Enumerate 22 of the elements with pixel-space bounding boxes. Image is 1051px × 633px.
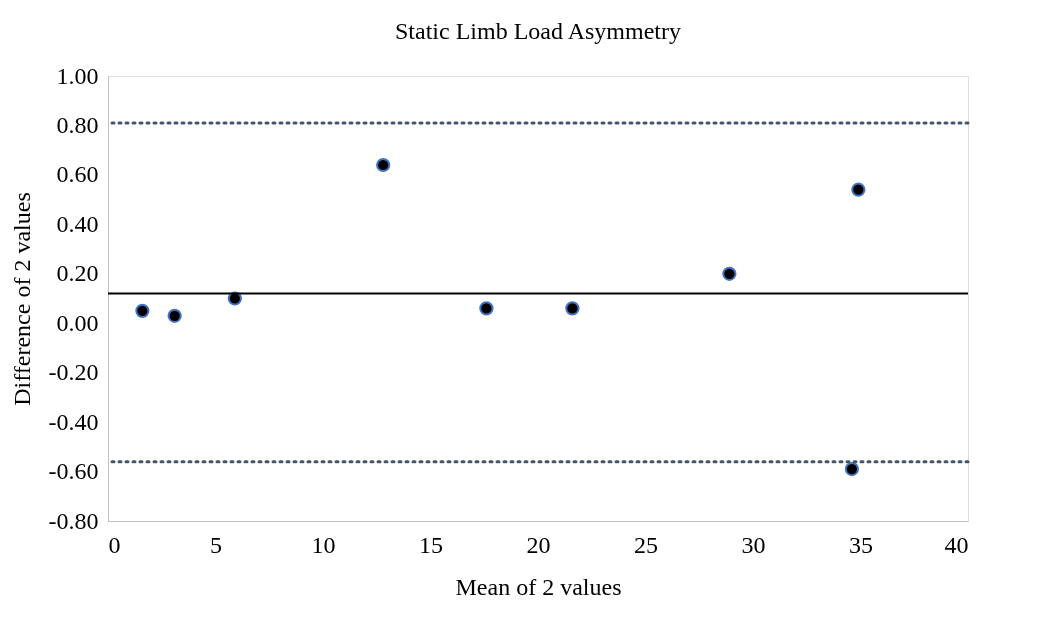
y-tick-label: 1.00 (56, 62, 99, 89)
x-tick-label: 40 (944, 531, 969, 558)
y-axis-title: Difference of 2 values (8, 192, 35, 406)
y-tick-label: -0.80 (48, 507, 99, 534)
x-tick-label: 5 (210, 531, 222, 558)
x-tick-label: 25 (634, 531, 658, 558)
y-tick-label: 0.20 (56, 260, 99, 287)
x-tick-label: 10 (311, 531, 336, 558)
x-tick-label: 0 (108, 531, 121, 558)
x-tick-label: 15 (419, 531, 443, 558)
x-tick-label: 30 (741, 531, 766, 558)
y-tick-label: 0.40 (56, 210, 99, 237)
chart-title: Static Limb Load Asymmetry (395, 18, 681, 44)
y-tick-label: 0.80 (56, 111, 99, 138)
y-tick-label: 0.00 (56, 309, 99, 336)
y-tick-label: 0.60 (56, 161, 99, 188)
y-tick-label: -0.40 (48, 408, 99, 435)
x-axis-title: Mean of 2 values (455, 573, 622, 600)
x-tick-label: 35 (849, 531, 873, 558)
x-tick-label: 20 (526, 531, 551, 558)
y-tick-label: -0.20 (48, 359, 99, 386)
y-tick-label: -0.60 (48, 458, 99, 485)
